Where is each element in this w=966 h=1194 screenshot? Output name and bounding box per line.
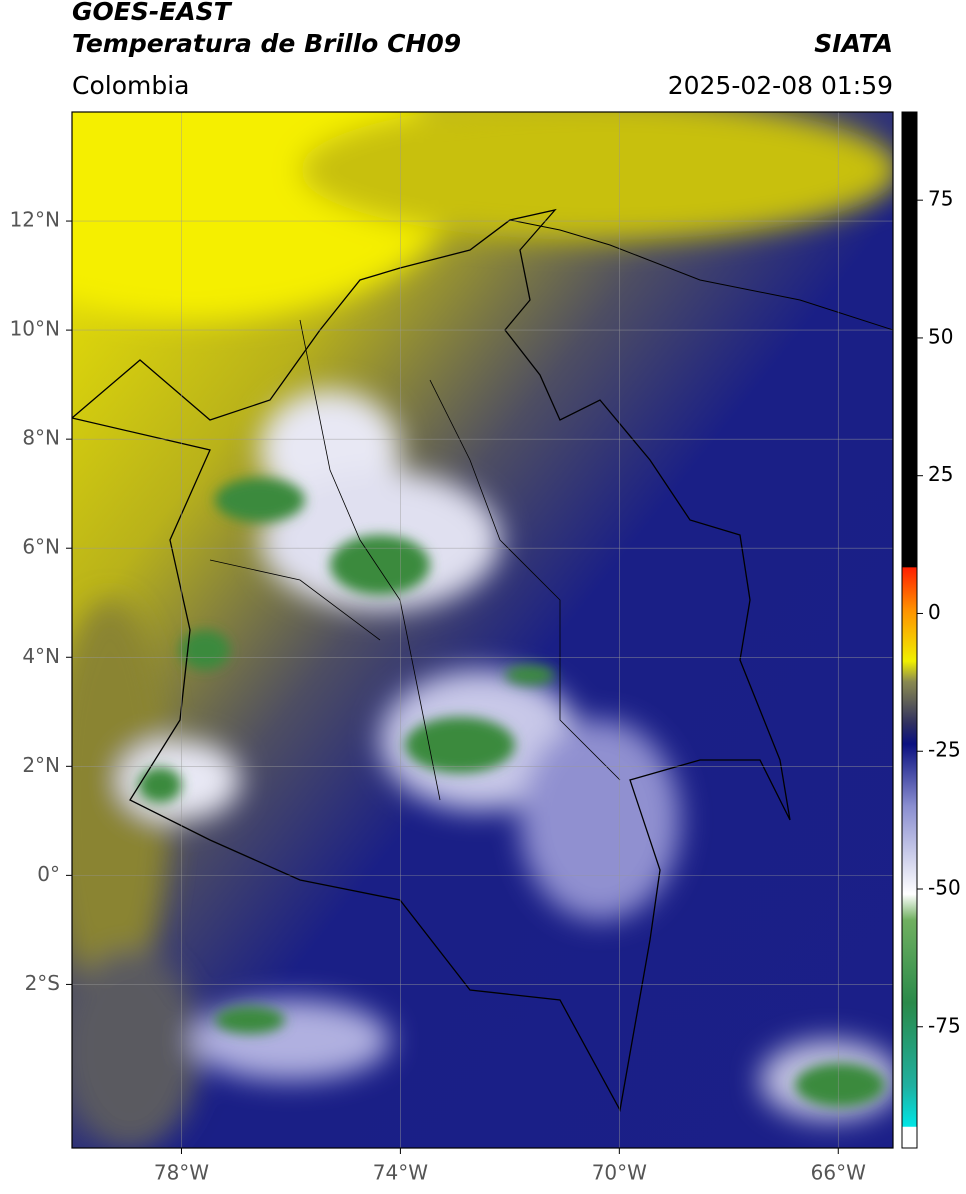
region: Colombia — [72, 71, 189, 100]
y-tick-label: 0° — [37, 862, 60, 886]
map-frame — [71, 111, 894, 1149]
y-tick-label: 4°N — [22, 644, 60, 668]
y-tick-label: 2°S — [25, 971, 60, 995]
satellite-image — [72, 112, 893, 1148]
y-tick-label: 2°N — [22, 753, 60, 777]
timestamp: 2025-02-08 01:59 — [668, 71, 893, 100]
subtitle: Temperatura de Brillo CH09 — [72, 29, 461, 58]
y-tick-label: 12°N — [10, 208, 60, 232]
graticule — [72, 112, 893, 1148]
colorbar-tick-label: 50 — [928, 324, 953, 348]
title: GOES-EAST — [72, 0, 233, 26]
x-tick-label: 70°W — [592, 1161, 647, 1185]
colorbar-tick-label: -75 — [928, 1013, 961, 1037]
y-tick-label: 8°N — [22, 426, 60, 450]
x-tick-label: 74°W — [373, 1161, 428, 1185]
colorbar-tick-label: 75 — [928, 187, 953, 211]
y-tick-label: 6°N — [22, 535, 60, 559]
colorbar-tick-label: -50 — [928, 876, 961, 900]
x-tick-label: 78°W — [154, 1161, 209, 1185]
colorbar-tick-label: 25 — [928, 462, 953, 486]
colorbar-tick-label: -25 — [928, 738, 961, 762]
y-tick-label: 10°N — [10, 317, 60, 341]
x-tick-label: 66°W — [811, 1161, 866, 1185]
source: SIATA — [814, 29, 893, 58]
colorbar-tick-label: 0 — [928, 600, 941, 624]
colorbar — [901, 111, 918, 1149]
